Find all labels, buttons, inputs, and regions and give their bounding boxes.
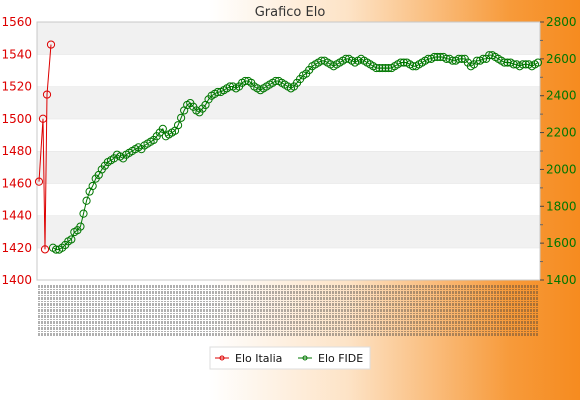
data-point	[424, 54, 433, 63]
data-point	[241, 76, 250, 86]
left-tick-label: 1440	[1, 209, 32, 223]
grid-band	[37, 215, 540, 248]
legend-box	[209, 346, 371, 370]
left-axis: 1400 1420 1440 1460 1480 1500 1520 1540 1560	[1, 15, 32, 287]
left-tick-label: 1400	[1, 273, 32, 287]
data-point	[317, 56, 326, 65]
data-point	[213, 87, 222, 97]
data-point	[408, 62, 418, 71]
left-tick-label: 1540	[1, 47, 32, 61]
data-point	[396, 58, 405, 67]
data-point	[51, 245, 61, 254]
data-point	[457, 54, 466, 63]
data-point	[521, 60, 530, 69]
data-point	[378, 63, 387, 73]
legend-label-fide: Elo FIDE	[318, 352, 363, 365]
data-point	[225, 82, 235, 91]
grid-band	[37, 247, 540, 280]
data-point	[399, 58, 408, 67]
right-tick-label: 1400	[546, 273, 577, 287]
data-point	[503, 58, 512, 67]
right-tick-label: 2800	[546, 15, 577, 29]
left-tick-label: 1420	[1, 241, 32, 255]
series-line	[38, 44, 52, 250]
data-point	[454, 54, 463, 63]
data-point	[158, 124, 167, 133]
data-point	[433, 52, 442, 62]
left-tick-label: 1460	[1, 176, 32, 190]
data-point	[430, 52, 439, 62]
chart-title: Grafico Elo	[255, 5, 326, 20]
series-layer	[34, 40, 543, 254]
left-tick-label: 1480	[1, 144, 32, 158]
grid-band	[37, 183, 540, 216]
data-point	[442, 54, 451, 63]
right-tick-label: 1600	[546, 236, 577, 250]
data-point	[384, 63, 393, 73]
data-point	[448, 56, 457, 65]
data-point	[40, 245, 50, 254]
legend: Elo Italia Elo FIDE	[209, 346, 371, 370]
right-tick-label: 2200	[546, 126, 577, 140]
legend-marker-italia	[219, 355, 225, 361]
right-tick-label: 1800	[546, 199, 577, 213]
data-point	[472, 56, 482, 65]
grid-band	[37, 22, 540, 55]
data-point	[38, 114, 48, 123]
grid-band	[37, 151, 540, 184]
data-point	[509, 60, 518, 69]
data-point	[372, 63, 381, 73]
data-point	[42, 90, 52, 99]
data-point	[375, 63, 384, 73]
data-point	[485, 51, 494, 60]
data-point	[46, 40, 56, 49]
data-point	[271, 76, 280, 86]
right-tick-label: 2400	[546, 89, 577, 103]
data-point	[88, 181, 97, 191]
data-point	[500, 58, 509, 67]
left-tick-label: 1520	[1, 80, 32, 94]
data-point	[478, 54, 488, 63]
data-point	[76, 222, 85, 231]
grid-band	[37, 86, 540, 119]
data-point	[79, 209, 88, 218]
data-point	[436, 52, 445, 62]
x-axis	[38, 284, 538, 336]
data-point	[381, 63, 390, 73]
data-point	[518, 60, 527, 69]
right-tick-label: 2600	[546, 52, 577, 66]
data-point	[67, 235, 76, 244]
left-tick-label: 1500	[1, 112, 32, 126]
data-point	[82, 196, 91, 205]
legend-label-italia: Elo Italia	[235, 352, 282, 365]
right-axis: 1400 1600 1800 2000 2200 2400 2600 2800	[540, 15, 577, 287]
data-point	[173, 121, 183, 130]
series-line	[52, 54, 539, 251]
legend-marker-fide	[302, 355, 308, 361]
data-point	[34, 177, 44, 186]
plot-bands	[37, 21, 540, 280]
data-point	[177, 113, 186, 122]
left-tick-label: 1560	[1, 15, 32, 29]
right-tick-label: 2000	[546, 162, 577, 176]
grid-band	[37, 118, 540, 151]
data-point	[341, 54, 350, 63]
data-point	[533, 58, 543, 67]
